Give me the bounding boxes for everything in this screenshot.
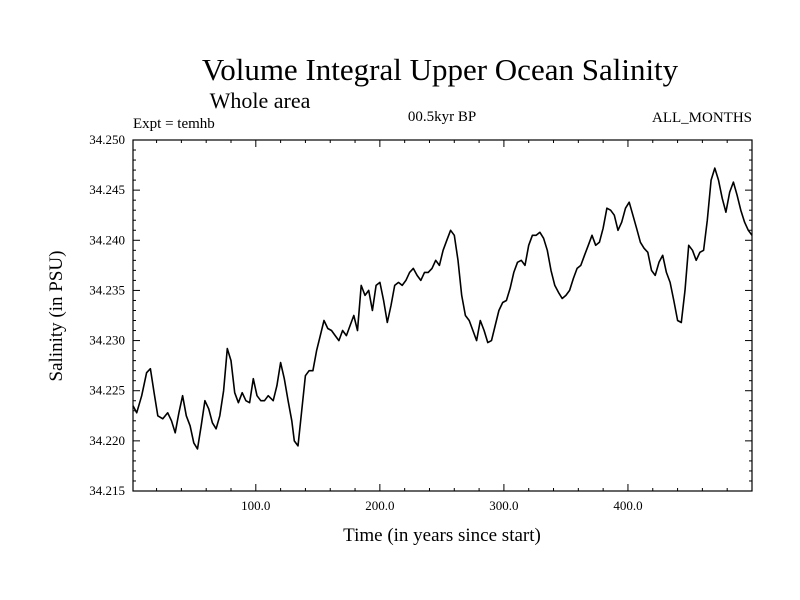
series-layer <box>132 167 753 450</box>
experiment-label: Expt = temhb <box>133 116 215 132</box>
y-tick-label: 34.220 <box>89 433 125 448</box>
chart-title: Volume Integral Upper Ocean Salinity <box>202 52 679 87</box>
x-axis-label: Time (in years since start) <box>343 525 541 546</box>
y-tick-label: 34.250 <box>89 132 125 147</box>
series-line-salinity <box>132 167 753 450</box>
y-tick-label: 34.235 <box>89 282 125 297</box>
x-tick-label: 100.0 <box>241 498 270 513</box>
tick-labels: 34.215 34.220 34.225 34.230 34.235 34.240 34.2… <box>89 132 642 513</box>
period-label: 00.5kyr BP <box>408 109 476 125</box>
x-tick-label: 400.0 <box>613 498 642 513</box>
y-tick-label: 34.225 <box>89 383 125 398</box>
months-label: ALL_MONTHS <box>652 110 752 126</box>
x-tick-label: 200.0 <box>365 498 394 513</box>
y-tick-label: 34.245 <box>89 182 125 197</box>
y-axis-label: Salinity (in PSU) <box>46 251 67 382</box>
y-tick-label: 34.240 <box>89 232 125 247</box>
chart-subtitle: Whole area <box>210 88 311 113</box>
axis-ticks <box>133 139 752 492</box>
y-tick-label: 34.230 <box>89 333 125 348</box>
x-tick-label: 300.0 <box>489 498 518 513</box>
plot-frame <box>132 139 753 492</box>
y-tick-label: 34.215 <box>89 483 125 498</box>
